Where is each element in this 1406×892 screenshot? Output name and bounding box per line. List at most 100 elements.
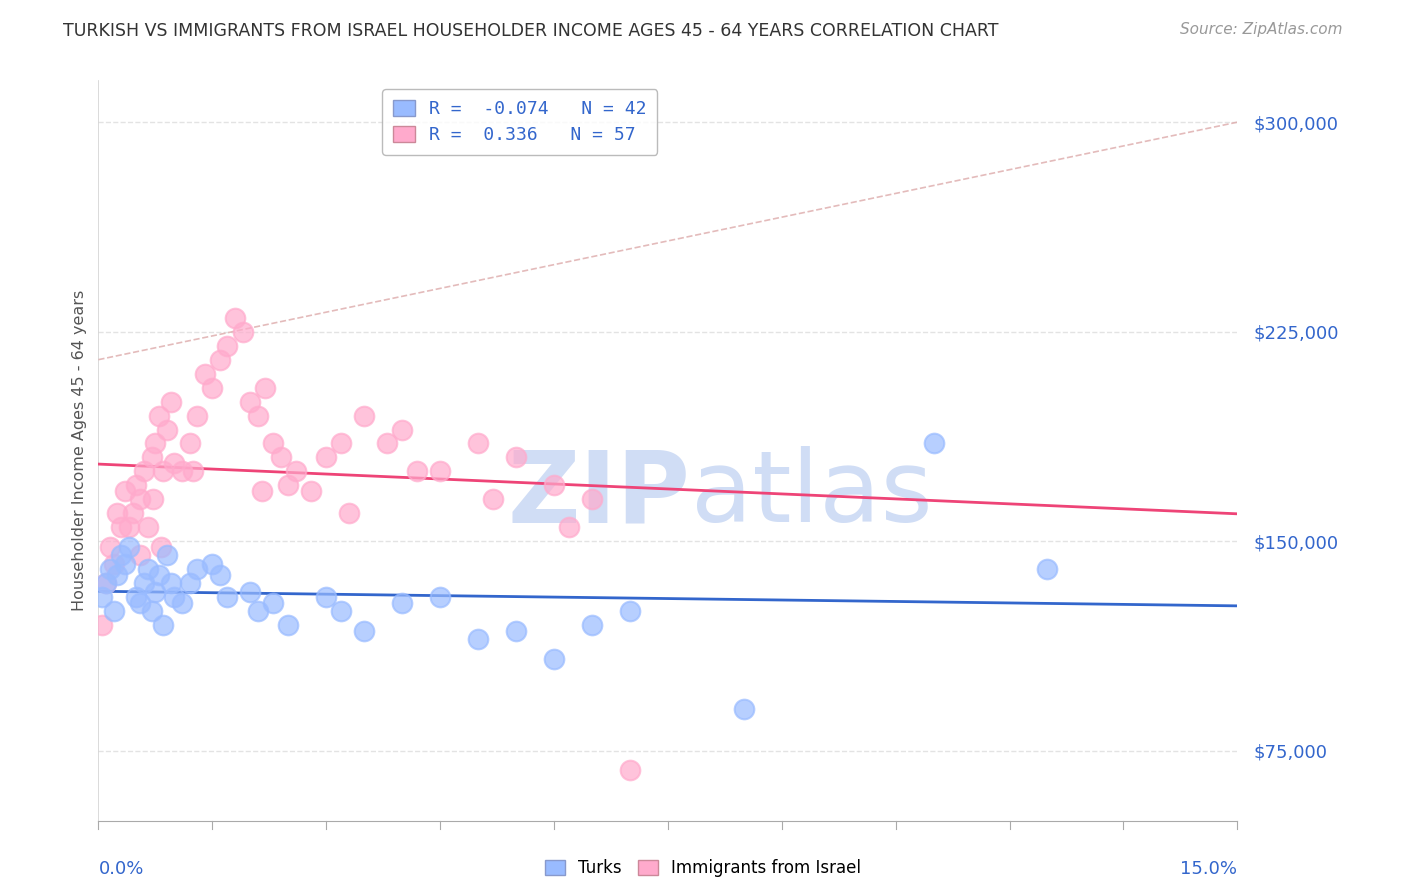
Text: ZIP: ZIP bbox=[508, 446, 690, 543]
Point bbox=[98, 562, 121, 576]
Point bbox=[391, 596, 413, 610]
Point bbox=[94, 576, 117, 591]
Point bbox=[110, 520, 132, 534]
Point bbox=[337, 506, 360, 520]
Point bbox=[170, 464, 193, 478]
Point bbox=[118, 540, 141, 554]
Point bbox=[132, 576, 155, 591]
Text: 0.0%: 0.0% bbox=[98, 860, 143, 878]
Point bbox=[94, 576, 117, 591]
Point bbox=[277, 478, 299, 492]
Point bbox=[284, 464, 307, 478]
Point bbox=[353, 409, 375, 423]
Point bbox=[98, 540, 121, 554]
Point bbox=[170, 596, 193, 610]
Point bbox=[159, 394, 181, 409]
Point bbox=[315, 450, 337, 465]
Point bbox=[118, 520, 141, 534]
Point bbox=[159, 576, 181, 591]
Point bbox=[152, 618, 174, 632]
Point bbox=[201, 557, 224, 571]
Point bbox=[467, 436, 489, 450]
Point bbox=[262, 596, 284, 610]
Point bbox=[208, 352, 231, 367]
Point bbox=[125, 478, 148, 492]
Point bbox=[299, 483, 322, 498]
Point bbox=[270, 450, 292, 465]
Point bbox=[353, 624, 375, 638]
Point bbox=[103, 557, 125, 571]
Point bbox=[107, 506, 129, 520]
Point bbox=[91, 618, 114, 632]
Point bbox=[163, 456, 186, 470]
Point bbox=[406, 464, 429, 478]
Point bbox=[375, 436, 398, 450]
Point bbox=[254, 381, 277, 395]
Point bbox=[121, 506, 143, 520]
Point bbox=[148, 409, 170, 423]
Point bbox=[217, 339, 239, 353]
Point bbox=[315, 590, 337, 604]
Point bbox=[482, 492, 505, 507]
Text: TURKISH VS IMMIGRANTS FROM ISRAEL HOUSEHOLDER INCOME AGES 45 - 64 YEARS CORRELAT: TURKISH VS IMMIGRANTS FROM ISRAEL HOUSEH… bbox=[63, 22, 998, 40]
Point bbox=[107, 567, 129, 582]
Point bbox=[217, 590, 239, 604]
Point bbox=[224, 310, 246, 325]
Text: Source: ZipAtlas.com: Source: ZipAtlas.com bbox=[1180, 22, 1343, 37]
Point bbox=[330, 436, 353, 450]
Point bbox=[733, 702, 755, 716]
Point bbox=[505, 450, 527, 465]
Point bbox=[129, 492, 152, 507]
Point bbox=[152, 464, 174, 478]
Point bbox=[91, 590, 114, 604]
Text: atlas: atlas bbox=[690, 446, 932, 543]
Text: 15.0%: 15.0% bbox=[1180, 860, 1237, 878]
Point bbox=[163, 590, 186, 604]
Point bbox=[186, 562, 208, 576]
Point bbox=[246, 604, 269, 618]
Point bbox=[619, 604, 641, 618]
Point bbox=[179, 576, 201, 591]
Point bbox=[156, 423, 179, 437]
Point bbox=[179, 436, 201, 450]
Point bbox=[141, 604, 163, 618]
Point bbox=[391, 423, 413, 437]
Point bbox=[1036, 562, 1059, 576]
Point bbox=[142, 492, 165, 507]
Point bbox=[429, 464, 451, 478]
Point bbox=[543, 478, 565, 492]
Legend: Turks, Immigrants from Israel: Turks, Immigrants from Israel bbox=[538, 853, 868, 884]
Point bbox=[505, 624, 527, 638]
Point bbox=[232, 325, 254, 339]
Point bbox=[922, 436, 945, 450]
Point bbox=[136, 562, 159, 576]
Point bbox=[148, 567, 170, 582]
Point bbox=[114, 483, 136, 498]
Point bbox=[183, 464, 205, 478]
Point bbox=[330, 604, 353, 618]
Point bbox=[186, 409, 208, 423]
Point bbox=[114, 557, 136, 571]
Point bbox=[619, 764, 641, 778]
Point bbox=[149, 540, 172, 554]
Point bbox=[141, 450, 163, 465]
Point bbox=[145, 584, 167, 599]
Point bbox=[543, 651, 565, 665]
Point bbox=[145, 436, 167, 450]
Point bbox=[250, 483, 273, 498]
Point bbox=[136, 520, 159, 534]
Point bbox=[110, 548, 132, 562]
Point bbox=[246, 409, 269, 423]
Point bbox=[239, 394, 262, 409]
Point bbox=[129, 548, 152, 562]
Y-axis label: Householder Income Ages 45 - 64 years: Householder Income Ages 45 - 64 years bbox=[72, 290, 87, 611]
Point bbox=[581, 492, 603, 507]
Point bbox=[239, 584, 262, 599]
Point bbox=[467, 632, 489, 646]
Point bbox=[132, 464, 155, 478]
Point bbox=[277, 618, 299, 632]
Point bbox=[125, 590, 148, 604]
Point bbox=[129, 596, 152, 610]
Point bbox=[262, 436, 284, 450]
Point bbox=[103, 604, 125, 618]
